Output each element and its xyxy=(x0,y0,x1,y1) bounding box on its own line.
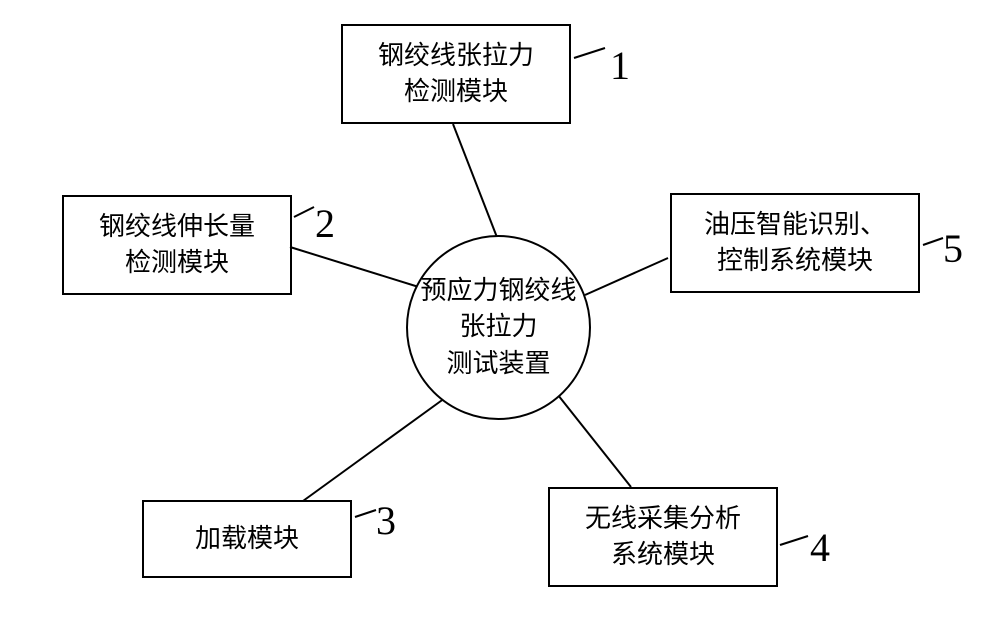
node-label-5: 油压智能识别、控制系统模块 xyxy=(704,207,886,280)
node-label-3: 加载模块 xyxy=(195,521,299,557)
node-box-3: 加载模块 xyxy=(142,500,352,578)
center-node: 预应力钢绞线张拉力测试装置 xyxy=(406,235,591,420)
node-box-5: 油压智能识别、控制系统模块 xyxy=(670,193,920,293)
node-number-5: 5 xyxy=(943,225,963,272)
node-box-2: 钢绞线伸长量检测模块 xyxy=(62,195,292,295)
node-label-1: 钢绞线张拉力检测模块 xyxy=(378,38,534,111)
node-label-4: 无线采集分析系统模块 xyxy=(585,501,741,574)
node-number-4: 4 xyxy=(810,524,830,571)
node-box-4: 无线采集分析系统模块 xyxy=(548,487,778,587)
center-label: 预应力钢绞线张拉力测试装置 xyxy=(420,273,576,382)
node-label-2: 钢绞线伸长量检测模块 xyxy=(99,209,255,282)
node-box-1: 钢绞线张拉力检测模块 xyxy=(341,24,571,124)
node-number-3: 3 xyxy=(376,497,396,544)
node-number-2: 2 xyxy=(315,200,335,247)
node-number-1: 1 xyxy=(610,42,630,89)
